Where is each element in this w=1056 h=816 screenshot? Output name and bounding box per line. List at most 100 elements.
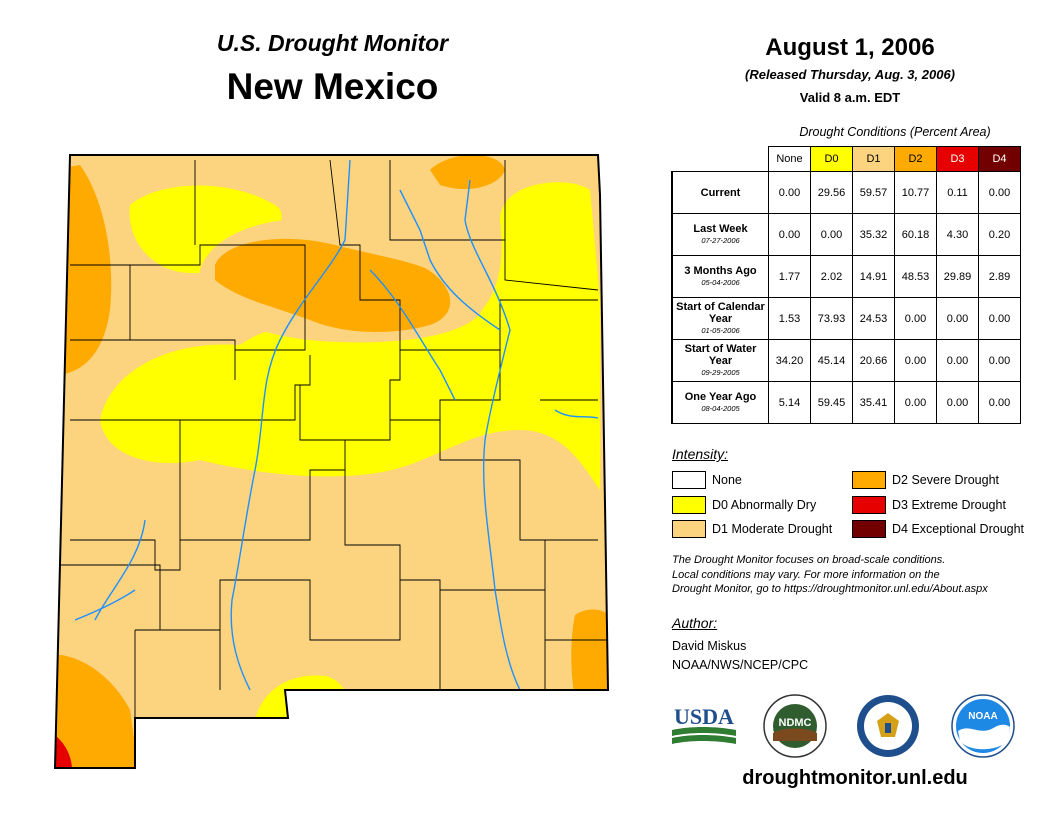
table-cell: 20.66 (852, 339, 895, 382)
table-cell: 0.00 (978, 297, 1021, 340)
row-label: 3 Months Ago (684, 264, 757, 277)
col-d2: D2 (894, 146, 937, 172)
legend-label: D2 Severe Drought (892, 473, 1000, 487)
disclaimer-note: The Drought Monitor focuses on broad-sca… (672, 553, 1042, 597)
row-label: One Year Ago (684, 390, 757, 403)
legend-swatch (852, 496, 886, 514)
table-cell: 0.00 (894, 339, 937, 382)
table-row: 3 Months Ago 05-04-2006 1.77 2.02 14.91 4… (671, 255, 1021, 298)
table-cell: 29.56 (810, 171, 853, 214)
table-cell: 0.11 (936, 171, 979, 214)
d2-region-north (215, 238, 451, 332)
col-none: None (768, 146, 811, 172)
table-cell: 48.53 (894, 255, 937, 298)
map-subtitle: U.S. Drought Monitor (216, 30, 449, 56)
legend-swatch (672, 496, 706, 514)
table-cell: 2.89 (978, 255, 1021, 298)
ndmc-logo: NDMC (763, 694, 827, 758)
table-cell: 2.02 (810, 255, 853, 298)
drought-conditions-table: None D0 D1 D2 D3 D4 Current 0.00 29.56 5… (671, 146, 1021, 424)
table-row: Start of Calendar Year 01-05-2006 1.53 73… (671, 297, 1021, 340)
noaa-logo-text: NOAA (968, 711, 997, 722)
row-date: 07-27-2006 (701, 235, 740, 245)
note-line: Local conditions may vary. For more info… (672, 568, 940, 581)
usda-logo: USDA (672, 704, 736, 744)
table-cell: 29.89 (936, 255, 979, 298)
legend-item-d2: D2 Severe Drought (852, 471, 999, 489)
state-outline (53, 154, 610, 769)
d2-region-northeast (430, 155, 505, 190)
county-lines (60, 159, 608, 718)
noaa-logo: NOAA (951, 694, 1015, 758)
table-cell: 10.77 (894, 171, 937, 214)
table-cell: 34.20 (768, 339, 811, 382)
table-cell: 59.45 (810, 381, 853, 424)
row-date: 08-04-2005 (701, 403, 740, 413)
table-cell: 0.00 (936, 339, 979, 382)
table-cell: 4.30 (936, 213, 979, 256)
legend-item-d3: D3 Extreme Drought (852, 496, 1006, 514)
col-d4: D4 (978, 146, 1021, 172)
table-cell: 0.00 (768, 213, 811, 256)
table-row: Current 0.00 29.56 59.57 10.77 0.11 0.00 (671, 171, 1021, 214)
row-date: 09-29-2005 (701, 367, 740, 377)
row-label: Start of Calendar Year (676, 300, 765, 325)
table-cell: 0.00 (894, 297, 937, 340)
table-row: One Year Ago 08-04-2005 5.14 59.45 35.41 … (671, 381, 1021, 424)
legend-item-none: None (672, 471, 742, 489)
row-date: 05-04-2006 (701, 277, 740, 287)
table-cell: 0.00 (978, 171, 1021, 214)
valid-time: Valid 8 a.m. EDT (799, 90, 901, 105)
ndmc-logo-text: NDMC (779, 717, 812, 729)
footer-url[interactable]: droughtmonitor.unl.edu (742, 767, 968, 789)
table-row: Last Week 07-27-2006 0.00 0.00 35.32 60.1… (671, 213, 1021, 256)
rivers (74, 159, 599, 691)
table-cell: 59.57 (852, 171, 895, 214)
legend-swatch (672, 471, 706, 489)
table-cell: 73.93 (810, 297, 853, 340)
legend-swatch (672, 520, 706, 538)
table-cell: 0.00 (936, 297, 979, 340)
legend-label: None (712, 473, 742, 487)
author-block: David Miskus NOAA/NWS/NCEP/CPC (672, 637, 808, 675)
usda-logo-text: USDA (674, 704, 734, 729)
table-cell: 0.00 (978, 339, 1021, 382)
row-date: 01-05-2006 (701, 325, 740, 335)
legend-item-d0: D0 Abnormally Dry (672, 496, 816, 514)
legend-swatch (852, 520, 886, 538)
legend-swatch (852, 471, 886, 489)
col-d3: D3 (936, 146, 979, 172)
d3-region-southwest (55, 730, 72, 768)
legend-label: D1 Moderate Drought (712, 522, 833, 536)
commerce-seal-logo (857, 695, 919, 757)
d2-region-southeast (571, 609, 608, 700)
table-cell: 5.14 (768, 381, 811, 424)
table-cell: 14.91 (852, 255, 895, 298)
legend-label: D0 Abnormally Dry (712, 498, 817, 512)
legend-item-d1: D1 Moderate Drought (672, 520, 832, 538)
state-title: New Mexico (226, 66, 439, 107)
table-cell: 24.53 (852, 297, 895, 340)
table-cell: 0.00 (768, 171, 811, 214)
table-cell: 35.41 (852, 381, 895, 424)
note-line: Drought Monitor, go to https://droughtmo… (672, 583, 988, 595)
table-cell: 45.14 (810, 339, 853, 382)
table-row: Start of Water Year 09-29-2005 34.20 45.1… (671, 339, 1021, 382)
author-name: David Miskus (672, 639, 747, 653)
author-org: NOAA/NWS/NCEP/CPC (672, 658, 809, 672)
table-cell: 1.53 (768, 297, 811, 340)
table-cell: 60.18 (894, 213, 937, 256)
row-label: Current (700, 186, 741, 199)
row-label: Last Week (693, 222, 748, 235)
map-date: August 1, 2006 (765, 34, 935, 61)
author-title: Author: (672, 615, 718, 631)
table-cell: 1.77 (768, 255, 811, 298)
row-label: Start of Water Year (684, 342, 757, 367)
table-cell: 0.00 (810, 213, 853, 256)
table-title: Drought Conditions (Percent Area) (799, 125, 991, 139)
table-cell: 0.00 (894, 381, 937, 424)
legend-item-d4: D4 Exceptional Drought (852, 520, 1024, 538)
note-line: The Drought Monitor focuses on broad-sca… (672, 554, 946, 566)
table-cell: 0.00 (936, 381, 979, 424)
